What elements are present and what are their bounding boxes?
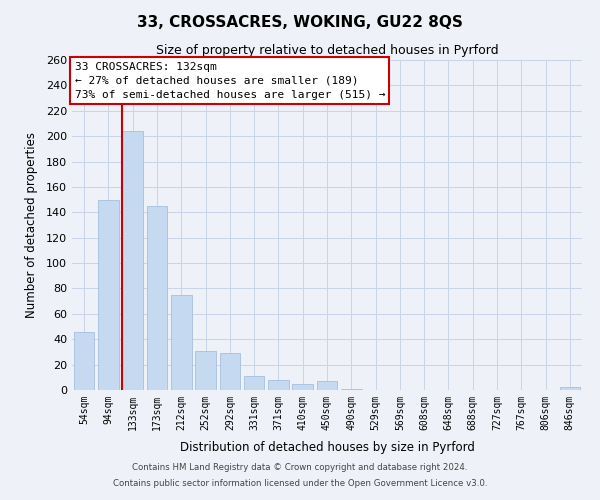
Title: Size of property relative to detached houses in Pyrford: Size of property relative to detached ho…	[155, 44, 499, 58]
Bar	[98, 200, 119, 390]
Text: Contains public sector information licensed under the Open Government Licence v3: Contains public sector information licen…	[113, 478, 487, 488]
Bar	[341, 388, 362, 390]
Text: 33, CROSSACRES, WOKING, GU22 8QS: 33, CROSSACRES, WOKING, GU22 8QS	[137, 15, 463, 30]
Bar	[268, 380, 289, 390]
Bar	[195, 350, 216, 390]
Bar	[74, 332, 94, 390]
Bar	[244, 376, 265, 390]
Bar	[220, 353, 240, 390]
Text: Contains HM Land Registry data © Crown copyright and database right 2024.: Contains HM Land Registry data © Crown c…	[132, 464, 468, 472]
Bar	[292, 384, 313, 390]
Y-axis label: Number of detached properties: Number of detached properties	[25, 132, 38, 318]
X-axis label: Distribution of detached houses by size in Pyrford: Distribution of detached houses by size …	[179, 441, 475, 454]
Bar	[317, 381, 337, 390]
Bar	[146, 206, 167, 390]
Bar	[560, 388, 580, 390]
Bar	[171, 295, 191, 390]
Bar	[122, 131, 143, 390]
Text: 33 CROSSACRES: 132sqm
← 27% of detached houses are smaller (189)
73% of semi-det: 33 CROSSACRES: 132sqm ← 27% of detached …	[74, 62, 385, 100]
